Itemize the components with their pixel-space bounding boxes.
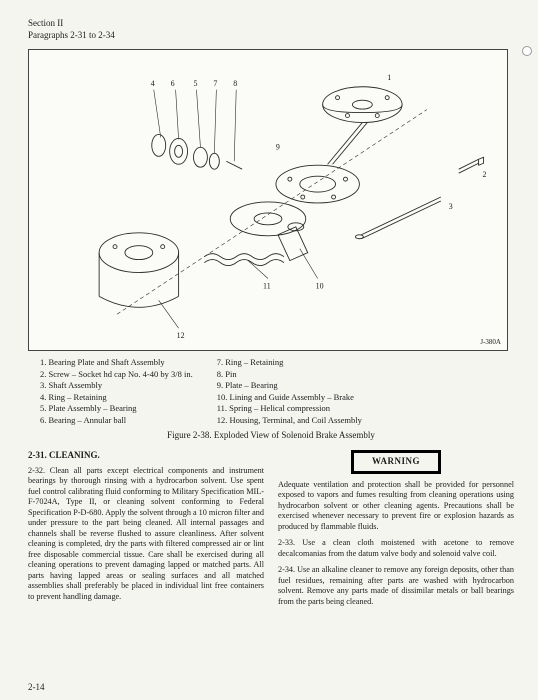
svg-text:5: 5 (193, 79, 197, 88)
para-2-32: 2-32. Clean all parts except electrical … (28, 466, 264, 603)
part-item: 9. Plate – Bearing (217, 380, 362, 391)
parts-list-left: 1. Bearing Plate and Shaft Assembly 2. S… (40, 357, 193, 426)
svg-text:8: 8 (233, 79, 237, 88)
warning-box: WARNING (351, 450, 441, 474)
part-item: 1. Bearing Plate and Shaft Assembly (40, 357, 193, 368)
page-number: 2-14 (28, 682, 45, 692)
svg-text:1: 1 (387, 73, 391, 82)
para-2-33: 2-33. Use a clean cloth moistened with a… (278, 538, 514, 559)
body-columns: 2-31. CLEANING. 2-32. Clean all parts ex… (28, 450, 514, 607)
svg-text:6: 6 (171, 79, 175, 88)
figure-caption: Figure 2-38. Exploded View of Solenoid B… (28, 430, 514, 440)
figure-frame: 4 6 5 7 8 9 1 2 3 11 10 12 J-380A (28, 49, 508, 351)
part-item: 4. Ring – Retaining (40, 392, 193, 403)
part-item: 8. Pin (217, 369, 362, 380)
warning-body: Adequate ventilation and protection shal… (278, 480, 514, 533)
cleaning-heading: 2-31. CLEANING. (28, 450, 264, 462)
svg-text:2: 2 (483, 171, 487, 180)
part-item: 10. Lining and Guide Assembly – Brake (217, 392, 362, 403)
part-item: 2. Screw – Socket hd cap No. 4-40 by 3/8… (40, 369, 193, 380)
svg-text:4: 4 (151, 79, 155, 88)
left-column: 2-31. CLEANING. 2-32. Clean all parts ex… (28, 450, 264, 607)
svg-text:10: 10 (316, 282, 324, 291)
svg-text:11: 11 (263, 282, 271, 291)
svg-text:7: 7 (213, 79, 217, 88)
binder-hole-top (522, 46, 532, 56)
part-item: 7. Ring – Retaining (217, 357, 362, 368)
para-2-34: 2-34. Use an alkaline cleaner to remove … (278, 565, 514, 607)
parts-list-right: 7. Ring – Retaining 8. Pin 9. Plate – Be… (217, 357, 362, 426)
svg-text:3: 3 (449, 202, 453, 211)
part-item: 12. Housing, Terminal, and Coil Assembly (217, 415, 362, 426)
parts-list: 1. Bearing Plate and Shaft Assembly 2. S… (40, 357, 514, 426)
paragraph-range: Paragraphs 2-31 to 2-34 (28, 30, 514, 42)
section-label: Section II (28, 18, 514, 30)
right-column: WARNING Adequate ventilation and protect… (278, 450, 514, 607)
part-item: 6. Bearing – Annular ball (40, 415, 193, 426)
svg-text:9: 9 (276, 143, 280, 152)
part-item: 5. Plate Assembly – Bearing (40, 403, 193, 414)
exploded-view-diagram: 4 6 5 7 8 9 1 2 3 11 10 12 (29, 50, 507, 350)
svg-text:12: 12 (177, 331, 185, 340)
page-header: Section II Paragraphs 2-31 to 2-34 (28, 18, 514, 41)
part-item: 3. Shaft Assembly (40, 380, 193, 391)
figure-ref: J-380A (480, 338, 501, 346)
part-item: 11. Spring – Helical compression (217, 403, 362, 414)
